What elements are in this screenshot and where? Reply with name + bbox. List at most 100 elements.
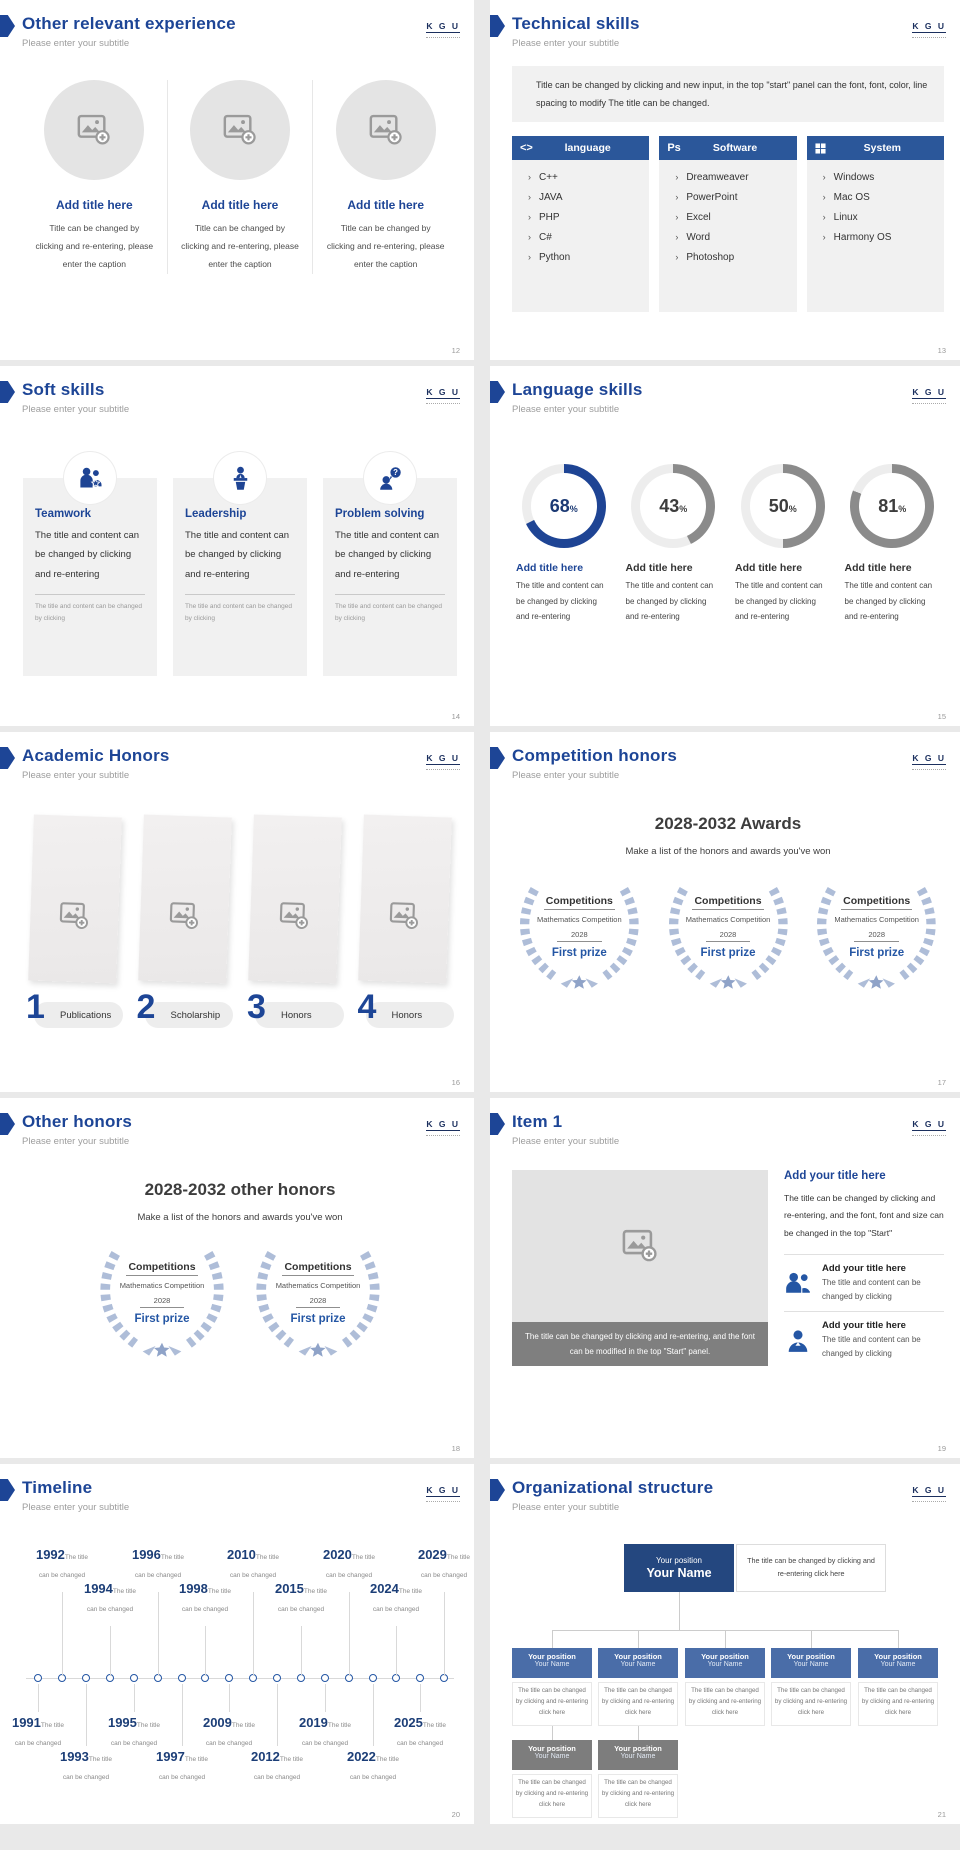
- document-placeholders: [22, 814, 458, 984]
- badge-title: Competitions: [543, 895, 615, 910]
- kgu-logo: K G U: [912, 16, 946, 38]
- slide-title: Soft skills: [22, 380, 105, 399]
- image-placeholder-circle[interactable]: [190, 80, 290, 180]
- list-item: › Dreamweaver: [675, 172, 749, 183]
- gauge-column: 81% Add title here The title and content…: [841, 464, 945, 625]
- bullet-icon: ›: [675, 172, 679, 182]
- org-root-note: The title can be changed by clicking and…: [736, 1544, 886, 1592]
- add-image-icon: [389, 901, 420, 930]
- gauge-title: Add title here: [625, 562, 693, 574]
- add-image-icon: [223, 114, 257, 146]
- title-arrow-icon: [490, 1113, 505, 1135]
- people-icon: [784, 1270, 812, 1296]
- org-node-caption: The title can be changed by clicking and…: [598, 1682, 678, 1726]
- badge-line: Mathematics Competition: [119, 1281, 205, 1290]
- title-arrow-icon: [0, 1113, 15, 1135]
- column-header: <> language: [512, 136, 650, 160]
- donut-gauge: 68%: [521, 464, 606, 548]
- slide-14-soft-skills[interactable]: Soft skills Please enter your subtitle K…: [0, 366, 474, 726]
- image-placeholder-page[interactable]: [248, 814, 342, 984]
- image-placeholder-circle[interactable]: [44, 80, 145, 180]
- org-node-caption: The title can be changed by clicking and…: [685, 1682, 765, 1726]
- donut-gauge: 50%: [740, 464, 825, 548]
- slide-13-technical-skills[interactable]: Technical skills Please enter your subti…: [490, 0, 960, 360]
- badge-prize: First prize: [849, 947, 905, 959]
- page-number: 13: [937, 346, 946, 355]
- block-body: The title can be changed by clicking and…: [784, 1193, 944, 1238]
- list-item: › Photoshop: [675, 252, 735, 263]
- person-icon: [784, 1328, 812, 1354]
- item-title: Add title here: [201, 198, 279, 212]
- slide-subtitle: Please enter your subtitle: [512, 770, 620, 781]
- connector-line: [725, 1630, 726, 1648]
- kgu-logo: K G U: [912, 382, 946, 404]
- awards-subheading: Make a list of the honors and awards you…: [137, 1212, 343, 1223]
- label: Honors: [255, 1002, 344, 1028]
- column-label: Software: [712, 142, 758, 154]
- photoshop-icon: Ps: [667, 142, 681, 154]
- image-placeholder-page[interactable]: [138, 814, 232, 984]
- skills-column-software: Ps Software › Dreamweaver › PowerPoint › Ex…: [659, 136, 797, 312]
- skills-list: › Dreamweaver › PowerPoint › Excel › Word › P…: [659, 160, 797, 312]
- photo-column: Add title here Title can be changed by c…: [166, 80, 313, 274]
- skills-column-system: System › Windows › Mac OS › Linux › Harmony …: [806, 136, 944, 312]
- slide-17-competition-honors[interactable]: Competition honors Please enter your sub…: [490, 732, 960, 1092]
- skills-list: › Windows › Mac OS › Linux › Harmony OS: [806, 160, 944, 312]
- skills-list: › C++ › JAVA › PHP › C# › Python: [512, 160, 650, 312]
- gauge-title: Add title here: [516, 562, 584, 574]
- award-badge: Competitions Mathematics Competition 202…: [809, 881, 944, 995]
- org-gray-node: Your position Your Name: [512, 1740, 592, 1770]
- slide-title: Language skills: [512, 380, 643, 399]
- slide-title: Competition honors: [512, 746, 678, 765]
- connector-line: [679, 1592, 680, 1630]
- gauge-value: 68: [549, 495, 570, 516]
- slide-18-other-honors[interactable]: Other honors Please enter your subtitle …: [0, 1098, 474, 1458]
- slide-20-timeline[interactable]: Timeline Please enter your subtitle K G …: [0, 1464, 474, 1824]
- laurel-wreath-icon: [512, 881, 647, 995]
- timeline-axis: [26, 1678, 454, 1679]
- slide-subtitle: Please enter your subtitle: [22, 1136, 130, 1147]
- slide-12-other-relevant-experience[interactable]: Other relevant experience Please enter y…: [0, 0, 474, 360]
- block-title: Add your title here: [784, 1170, 886, 1182]
- slide-subtitle: Please enter your subtitle: [512, 404, 620, 415]
- badge-title: Competitions: [282, 1261, 354, 1276]
- timeline-marker-icon: [273, 1674, 281, 1682]
- gauge-column: 68% Add title here The title and content…: [512, 464, 616, 625]
- slide-16-academic-honors[interactable]: Academic Honors Please enter your subtit…: [0, 732, 474, 1092]
- org-node-caption: The title can be changed by clicking and…: [858, 1682, 938, 1726]
- connector-line: [638, 1630, 639, 1648]
- gauge-title: Add title here: [844, 562, 912, 574]
- image-placeholder-circle[interactable]: [335, 80, 436, 180]
- list-item: › Python: [528, 252, 571, 263]
- badge-line: Mathematics Competition: [275, 1281, 361, 1290]
- awards-subheading: Make a list of the honors and awards you…: [625, 846, 831, 857]
- card-body: The title and content can be changed by …: [335, 530, 440, 580]
- org-child-node: Your position Your Name: [858, 1648, 938, 1678]
- card-title: Leadership: [185, 508, 247, 520]
- slide-21-organizational-structure[interactable]: Organizational structure Please enter yo…: [490, 1464, 960, 1824]
- label: Honors: [365, 1002, 454, 1028]
- gauge-body: The title and content can be changed by …: [844, 581, 933, 622]
- image-placeholder-page[interactable]: [358, 814, 452, 984]
- slide-subtitle: Please enter your subtitle: [22, 38, 130, 49]
- laurel-wreath-icon: [91, 1247, 233, 1361]
- column-label: System: [863, 142, 901, 154]
- soft-skill-cards: Teamwork The title and content can be ch…: [22, 452, 458, 676]
- image-placeholder-page[interactable]: [28, 814, 122, 984]
- card-title: Problem solving: [335, 508, 425, 520]
- laurel-wreath-icon: [661, 881, 796, 995]
- slide-15-language-skills[interactable]: Language skills Please enter your subtit…: [490, 366, 960, 726]
- title-arrow-icon: [0, 15, 15, 37]
- card-leadership: Leadership The title and content can be …: [173, 452, 307, 676]
- photo-columns: Add title here Title can be changed by c…: [22, 80, 458, 274]
- position-label: Your position: [656, 1556, 702, 1565]
- org-node-caption: The title can be changed by clicking and…: [512, 1774, 592, 1818]
- bullet-icon: ›: [675, 252, 679, 262]
- slide-title: Item 1: [512, 1112, 563, 1131]
- kgu-logo: K G U: [426, 748, 460, 770]
- slide-19-item-1[interactable]: Item 1 Please enter your subtitle K G U …: [490, 1098, 960, 1458]
- kgu-logo: K G U: [426, 16, 460, 38]
- image-placeholder[interactable]: [512, 1170, 768, 1322]
- feature-title: Add your title here: [822, 1263, 906, 1275]
- bullet-icon: ›: [528, 252, 531, 262]
